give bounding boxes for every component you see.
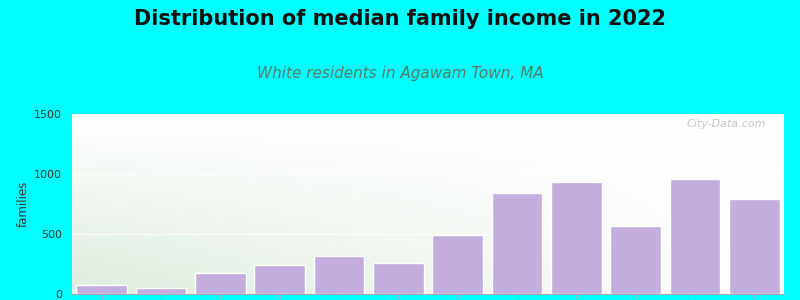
Y-axis label: families: families	[17, 181, 30, 227]
Bar	[610, 226, 661, 294]
Bar	[373, 263, 423, 294]
Bar	[136, 288, 186, 294]
Bar	[670, 179, 720, 294]
Bar	[433, 235, 483, 294]
Bar	[551, 182, 602, 294]
Bar	[195, 273, 246, 294]
Bar	[729, 199, 779, 294]
Text: City-Data.com: City-Data.com	[686, 119, 766, 129]
Bar	[314, 256, 364, 294]
Text: White residents in Agawam Town, MA: White residents in Agawam Town, MA	[257, 66, 543, 81]
Bar	[77, 285, 127, 294]
Bar	[492, 193, 542, 294]
Bar	[254, 265, 305, 294]
Text: Distribution of median family income in 2022: Distribution of median family income in …	[134, 9, 666, 29]
